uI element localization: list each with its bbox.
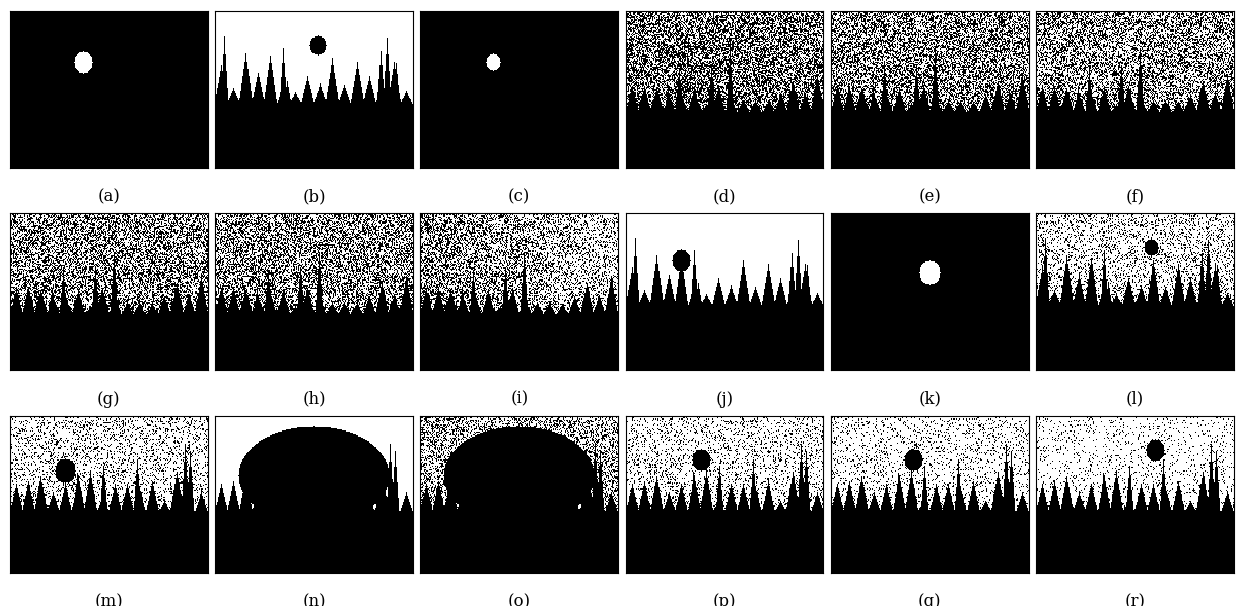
Text: (f): (f) [1126,188,1145,205]
Text: (b): (b) [303,188,326,205]
Text: (d): (d) [713,188,737,205]
Text: (p): (p) [713,593,737,606]
Text: (q): (q) [918,593,941,606]
Text: (r): (r) [1125,593,1146,606]
Text: (j): (j) [715,391,734,408]
Text: (m): (m) [94,593,123,606]
Text: (c): (c) [508,188,531,205]
Text: (i): (i) [510,391,528,408]
Text: (e): (e) [919,188,941,205]
Text: (l): (l) [1126,391,1145,408]
Text: (h): (h) [303,391,326,408]
Text: (o): (o) [507,593,531,606]
Text: (g): (g) [97,391,120,408]
Text: (k): (k) [918,391,941,408]
Text: (n): (n) [303,593,326,606]
Text: (a): (a) [98,188,120,205]
